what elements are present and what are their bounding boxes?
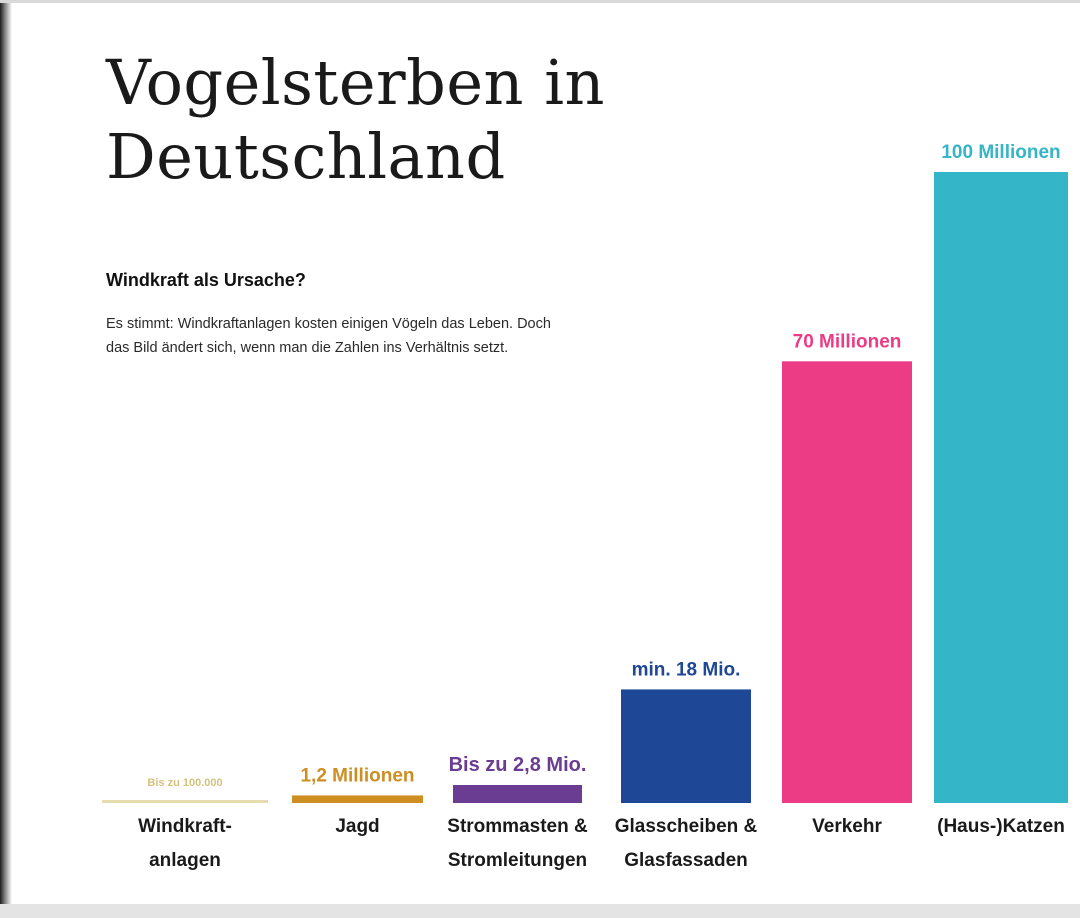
- category-label-0-line-0: Windkraft-: [138, 816, 232, 837]
- category-label-0-line-1: anlagen: [149, 850, 221, 871]
- bar-1: [292, 795, 423, 803]
- top-edge: [0, 0, 1080, 3]
- value-label-5: 100 Millionen: [941, 142, 1060, 163]
- category-label-5-line-0: (Haus-)Katzen: [937, 816, 1065, 837]
- value-label-2: Bis zu 2,8 Mio.: [449, 754, 587, 776]
- chart-title-line-2: Deutschland: [106, 120, 506, 193]
- value-label-3: min. 18 Mio.: [632, 659, 741, 680]
- category-label-3-line-1: Glasfassaden: [624, 850, 748, 871]
- category-label-4-line-0: Verkehr: [812, 816, 882, 837]
- bottom-band: [0, 904, 1080, 918]
- description-line-2: das Bild ändert sich, wenn man die Zahle…: [106, 340, 509, 356]
- value-label-1: 1,2 Millionen: [300, 765, 414, 786]
- category-label-1-line-0: Jagd: [335, 816, 379, 837]
- bar-3: [621, 689, 751, 803]
- category-label-3-line-0: Glasscheiben &: [615, 816, 758, 837]
- value-label-0: Bis zu 100.000: [147, 777, 222, 789]
- chart-title-line-1: Vogelsterben in: [106, 46, 605, 119]
- bar-5: [934, 172, 1068, 803]
- category-label-2-line-1: Stromleitungen: [448, 850, 587, 871]
- bar-0: [102, 800, 268, 803]
- value-label-4: 70 Millionen: [793, 331, 902, 352]
- bar-2: [453, 785, 582, 803]
- chart-subtitle: Windkraft als Ursache?: [106, 270, 306, 290]
- left-edge-shadow: [0, 0, 12, 918]
- bar-4: [782, 361, 912, 803]
- description-line-1: Es stimmt: Windkraftanlagen kosten einig…: [106, 316, 551, 332]
- category-label-2-line-0: Strommasten &: [447, 816, 588, 837]
